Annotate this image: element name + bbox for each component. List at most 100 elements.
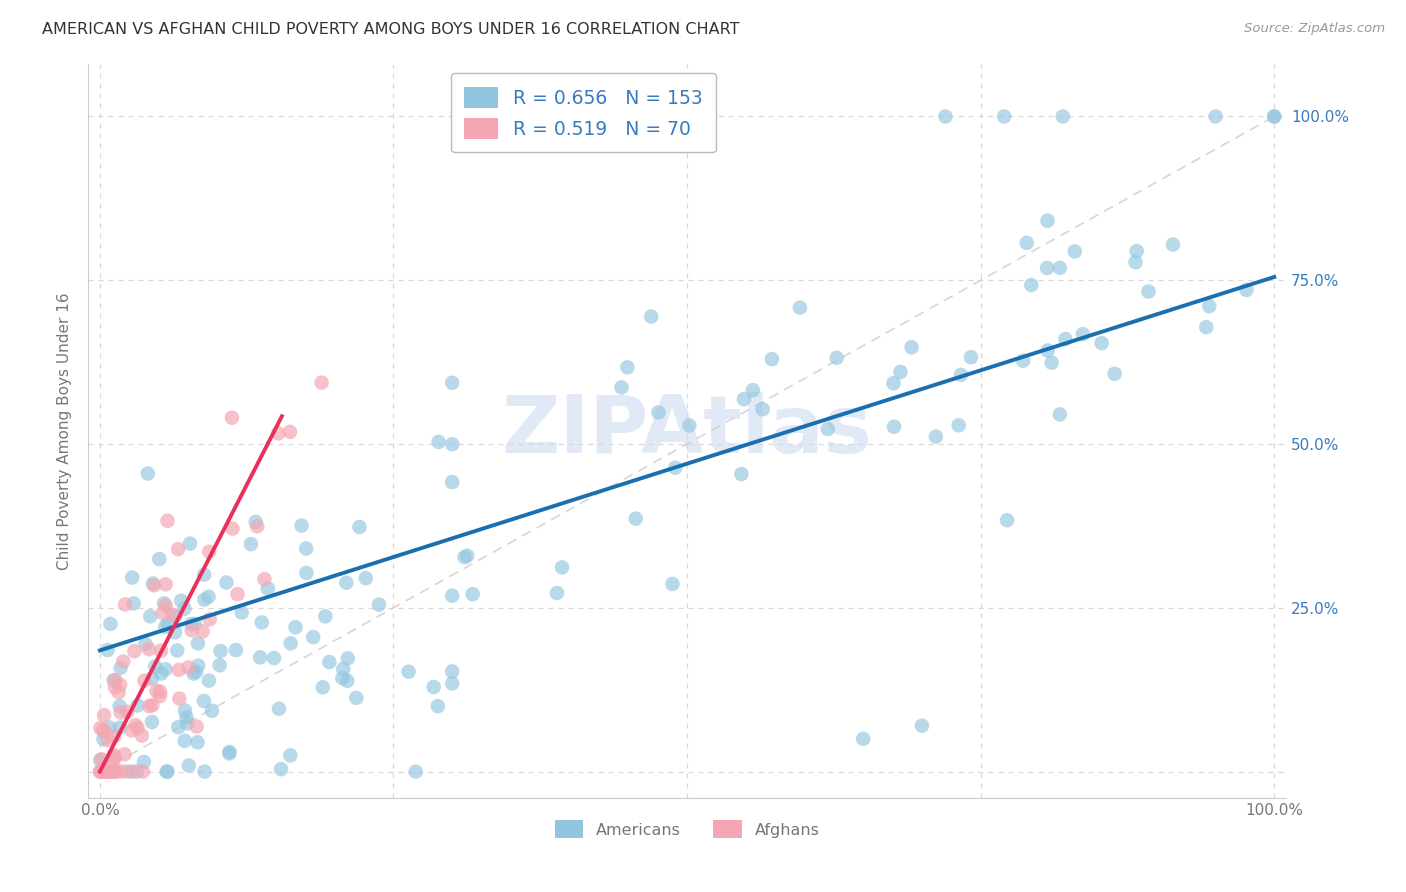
Point xyxy=(104,673,127,687)
Point xyxy=(155,662,177,676)
Point xyxy=(149,689,172,703)
Point xyxy=(179,536,201,550)
Point xyxy=(150,666,173,681)
Point xyxy=(108,699,131,714)
Point xyxy=(368,598,391,612)
Point xyxy=(167,663,190,677)
Point xyxy=(925,430,948,444)
Point xyxy=(1137,285,1160,299)
Point xyxy=(218,747,240,761)
Point xyxy=(163,625,186,640)
Point xyxy=(1040,356,1063,370)
Point xyxy=(141,698,163,712)
Point xyxy=(112,655,135,669)
Point xyxy=(993,110,1015,124)
Point xyxy=(173,733,195,747)
Point xyxy=(911,719,934,733)
Point xyxy=(640,310,662,324)
Point xyxy=(1263,110,1285,124)
Point xyxy=(153,596,176,610)
Point xyxy=(678,418,700,433)
Point xyxy=(661,577,683,591)
Legend: Americans, Afghans: Americans, Afghans xyxy=(548,814,825,845)
Point xyxy=(624,511,647,525)
Point xyxy=(138,699,160,714)
Point xyxy=(1071,327,1094,342)
Point xyxy=(103,673,125,688)
Point xyxy=(852,731,875,746)
Point xyxy=(789,301,811,315)
Point xyxy=(117,764,139,779)
Point xyxy=(551,560,574,574)
Point xyxy=(751,402,773,417)
Point xyxy=(332,662,354,676)
Point xyxy=(405,764,427,779)
Point xyxy=(97,764,120,779)
Point xyxy=(344,690,367,705)
Point xyxy=(949,368,972,382)
Point xyxy=(1049,408,1071,422)
Point xyxy=(221,522,243,536)
Point xyxy=(100,764,122,779)
Point xyxy=(110,678,132,692)
Point xyxy=(1015,235,1038,250)
Point xyxy=(93,732,115,747)
Point xyxy=(152,606,174,620)
Point xyxy=(89,721,111,735)
Point xyxy=(165,609,187,624)
Point xyxy=(170,593,193,607)
Point xyxy=(90,764,112,779)
Point xyxy=(335,575,357,590)
Point xyxy=(186,719,208,733)
Point xyxy=(318,655,340,669)
Point xyxy=(354,571,377,585)
Point xyxy=(263,651,285,665)
Point xyxy=(145,684,167,698)
Point xyxy=(1104,367,1126,381)
Point xyxy=(1054,332,1077,346)
Point xyxy=(124,718,146,732)
Point xyxy=(150,644,173,658)
Point xyxy=(173,601,195,615)
Point xyxy=(280,636,302,650)
Point xyxy=(239,537,262,551)
Point xyxy=(1125,244,1147,258)
Point xyxy=(664,460,686,475)
Point xyxy=(1125,255,1147,269)
Point xyxy=(198,673,221,688)
Point xyxy=(218,745,240,759)
Point xyxy=(253,572,276,586)
Point xyxy=(231,606,253,620)
Point xyxy=(256,582,278,596)
Point xyxy=(332,671,354,685)
Point xyxy=(825,351,848,365)
Point xyxy=(1019,278,1042,293)
Point xyxy=(441,665,464,679)
Point xyxy=(198,612,221,626)
Text: AMERICAN VS AFGHAN CHILD POVERTY AMONG BOYS UNDER 16 CORRELATION CHART: AMERICAN VS AFGHAN CHILD POVERTY AMONG B… xyxy=(42,22,740,37)
Point xyxy=(104,750,127,764)
Point xyxy=(197,590,219,604)
Point xyxy=(284,620,307,634)
Point xyxy=(180,617,202,632)
Point xyxy=(100,616,122,631)
Point xyxy=(900,340,922,354)
Point xyxy=(97,733,120,747)
Point xyxy=(103,748,125,763)
Point xyxy=(960,350,983,364)
Point xyxy=(176,716,198,731)
Point xyxy=(184,617,207,632)
Point xyxy=(121,570,143,584)
Point xyxy=(741,383,763,397)
Point xyxy=(110,661,132,675)
Point xyxy=(131,729,153,743)
Point xyxy=(121,764,143,779)
Point xyxy=(155,599,177,613)
Point xyxy=(1036,213,1059,227)
Point xyxy=(647,405,669,419)
Point xyxy=(610,380,633,394)
Point xyxy=(127,721,149,735)
Point xyxy=(1198,299,1220,313)
Point xyxy=(162,607,184,622)
Text: ZIPAtlas: ZIPAtlas xyxy=(502,392,873,470)
